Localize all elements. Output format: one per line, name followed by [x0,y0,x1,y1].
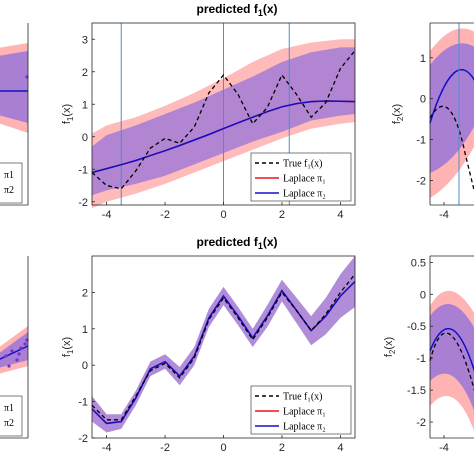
legend-label-0: True f₁(x) [283,159,323,170]
y-tick-label-5: 3 [82,34,88,46]
x-tick-label-2: 0 [220,442,226,454]
y-axis-label-sub: 1 [66,349,75,354]
top-title: predicted f1(x) [196,2,277,18]
legend-box [250,152,352,202]
y-tick-label-0: -2 [78,433,88,445]
x-tick-label-2: 0 [220,209,226,221]
y-tick-label-5: 0.5 [411,257,426,269]
legend-label-2: Laplace π₂ [283,422,326,433]
true-line [429,105,474,193]
y-axis-label-sub: 1 [66,116,75,121]
y-axis-label: f1(x) [61,337,75,357]
right-bottom-panel: -2 -1.5 -1 -0.5 0 0.5 -4 f2(x) [383,255,474,454]
y-tick-label-4: 2 [82,287,88,299]
data-point-5 [7,364,11,368]
x-tick-label-0: -4 [102,209,112,221]
y-axis-label-tail: (x) [391,104,403,117]
series-line-2 [91,280,356,425]
y-axis-label-main: f [61,353,73,357]
y-axis-label-sub: 2 [388,349,397,354]
band-1 [430,304,474,411]
y-tick-label-3: 1 [82,324,88,336]
band-1 [0,332,28,368]
x-tick-label-0: -4 [439,209,449,221]
y-tick-label-0: -2 [78,197,88,209]
y-tick-label-2: 0 [82,360,88,372]
legend-box [0,395,23,437]
x-tick-label-4: 4 [337,209,343,221]
y-tick-label-0: -2 [416,175,426,187]
y-tick-label-0: -2 [416,417,426,429]
data-point-1 [10,349,14,353]
right-top-panel: -2 -1 0 1 -4 f2(x) [391,22,474,221]
y-tick-label-3: 1 [82,99,88,111]
y-axis-label-main: f [391,120,403,124]
y-tick-label-1: -1 [78,164,88,176]
bottom-title: predicted f1(x) [196,235,277,251]
x-tick-label-3: 2 [279,209,285,221]
y-tick-label-4: 0 [420,289,426,301]
legend-label-0: True f₁(x) [283,392,323,403]
data-point-3 [19,346,23,350]
band-1 [430,43,474,173]
y-axis-label-main: f [383,353,395,357]
data-point-6 [17,352,21,356]
y-tick-label-1: -1 [78,397,88,409]
legend-label-1: π2 [4,185,14,196]
y-axis-label: f1(x) [61,104,75,124]
x-tick-label-3: 2 [279,442,285,454]
y-axis-label: f2(x) [383,337,397,357]
series-line-2 [91,100,356,174]
x-tick-label-1: -2 [160,442,170,454]
x-tick-label-1: -2 [160,209,170,221]
legend-label-1: Laplace π₁ [283,407,326,418]
y-tick-label-3: 1 [420,53,426,65]
x-tick-label-0: -4 [102,442,112,454]
y-axis-label-main: f [61,120,73,124]
series-line-0 [91,50,356,190]
x-tick-label-4: 4 [337,442,343,454]
y-tick-label-4: 2 [82,67,88,79]
x-tick-label-0: -4 [439,442,449,454]
mean-line [429,69,474,124]
y-tick-label-1: -1 [416,135,426,147]
y-tick-label-2: 0 [82,132,88,144]
legend-box [0,162,23,204]
data-point-2 [15,358,19,362]
legend-label-2: Laplace π₂ [283,189,326,200]
y-axis-label-tail: (x) [61,337,73,350]
y-tick-label-2: -1 [416,353,426,365]
mean-line [429,328,474,373]
legend-label-1: Laplace π₁ [283,174,326,185]
legend-label-0: π1 [4,170,14,181]
y-axis-label-tail: (x) [383,337,395,350]
y-tick-label-3: -0.5 [407,321,426,333]
y-axis-label-tail: (x) [61,104,73,117]
y-axis-label: f2(x) [391,104,405,124]
y-axis-label-sub: 2 [396,116,405,121]
data-point-4 [23,342,27,346]
y-tick-label-1: -1.5 [407,385,426,397]
band-1 [0,51,28,123]
mean-line [0,345,29,360]
y-tick-label-2: 0 [420,94,426,106]
true-line [429,332,474,392]
legend-label-0: π1 [4,403,14,414]
data-point-0 [4,354,8,358]
series-line-0 [91,273,356,421]
legend-label-1: π2 [4,418,14,429]
